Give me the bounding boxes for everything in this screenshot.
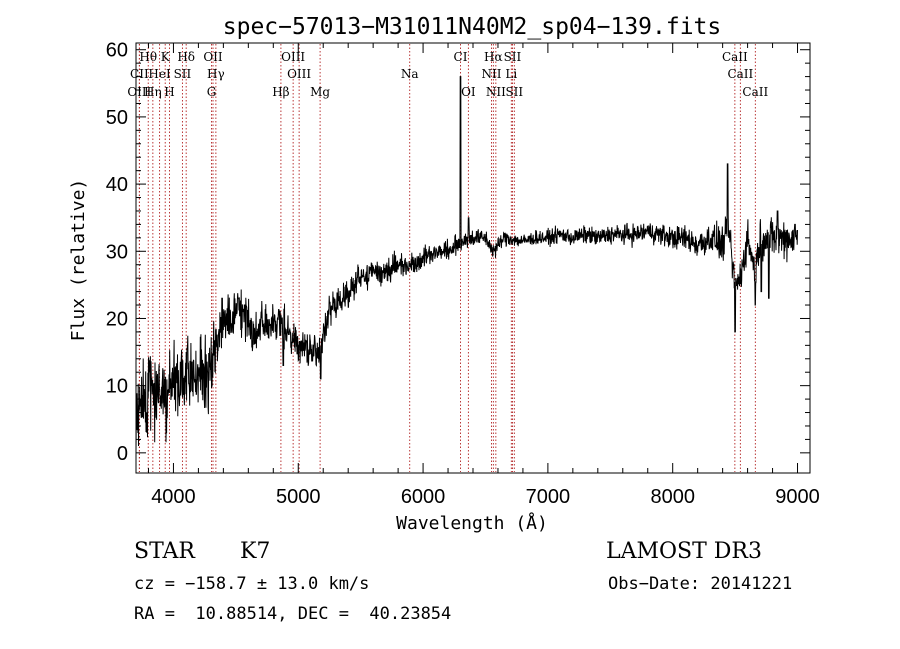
x-tick-label: 6000 — [401, 486, 446, 508]
line-label: Hθ — [139, 50, 157, 64]
coordinates: RA = 10.88514, DEC = 40.23854 — [134, 604, 452, 624]
line-label: Hβ — [272, 85, 289, 99]
line-label: CaII — [742, 85, 768, 99]
x-tick-label: 8000 — [650, 486, 695, 508]
line-label: Hγ — [207, 67, 225, 81]
redshift-info: cz = −158.7 ± 13.0 km/s — [134, 574, 370, 594]
line-markers — [138, 44, 756, 472]
line-label: OIII — [281, 50, 305, 64]
plot-frame — [135, 42, 811, 474]
line-label: OII — [203, 50, 223, 64]
line-label: NII — [481, 67, 501, 81]
y-tick-label: 30 — [106, 241, 128, 263]
line-label: CI — [454, 50, 468, 64]
y-tick-label: 40 — [106, 174, 128, 196]
chart-title: spec−57013−M31011N40M2_sp04−139.fits — [223, 14, 722, 40]
line-label: Hα — [484, 50, 503, 64]
line-label: Li — [505, 67, 517, 81]
obs-date: Obs−Date: 20141221 — [608, 574, 793, 594]
line-label: H — [164, 85, 174, 99]
line-label: Hδ — [177, 50, 195, 64]
line-label: OIII — [287, 67, 311, 81]
y-tick-label: 60 — [106, 40, 128, 62]
survey-name: LAMOST DR3 — [606, 539, 762, 564]
y-tick-label: 0 — [117, 443, 128, 465]
x-tick-label: 5000 — [276, 486, 321, 508]
x-axis: 4000 5000 6000 7000 8000 9000 — [147, 43, 820, 508]
line-label: NII — [486, 85, 506, 99]
line-label: OI — [461, 85, 476, 99]
y-tick-label: 50 — [106, 107, 128, 129]
object-class: STAR — [134, 539, 195, 564]
line-label: CaII — [722, 50, 748, 64]
x-tick-label: 4000 — [151, 486, 196, 508]
line-label: Mg — [310, 85, 330, 99]
spectral-subclass: K7 — [240, 539, 271, 564]
line-label: HeI — [148, 67, 171, 81]
line-label: CaII — [727, 67, 753, 81]
x-tick-label: 9000 — [775, 486, 820, 508]
line-label: K — [161, 50, 171, 64]
y-tick-label: 20 — [106, 308, 128, 330]
line-label: G — [207, 85, 217, 99]
line-label: Hη — [144, 85, 162, 99]
x-tick-label: 7000 — [526, 486, 571, 508]
x-axis-label: Wavelength (Å) — [396, 512, 548, 534]
line-label: Na — [401, 67, 419, 81]
line-label: CII — [130, 67, 149, 81]
line-label: OIII — [127, 85, 151, 99]
line-label: SII — [504, 50, 522, 64]
y-tick-label: 10 — [106, 376, 128, 398]
line-label: SII — [174, 67, 192, 81]
y-axis-label: Flux (relative) — [68, 179, 89, 342]
line-label: SII — [505, 85, 523, 99]
y-axis: 0 10 20 30 40 50 60 — [106, 40, 810, 465]
spectrum-line — [135, 76, 798, 452]
